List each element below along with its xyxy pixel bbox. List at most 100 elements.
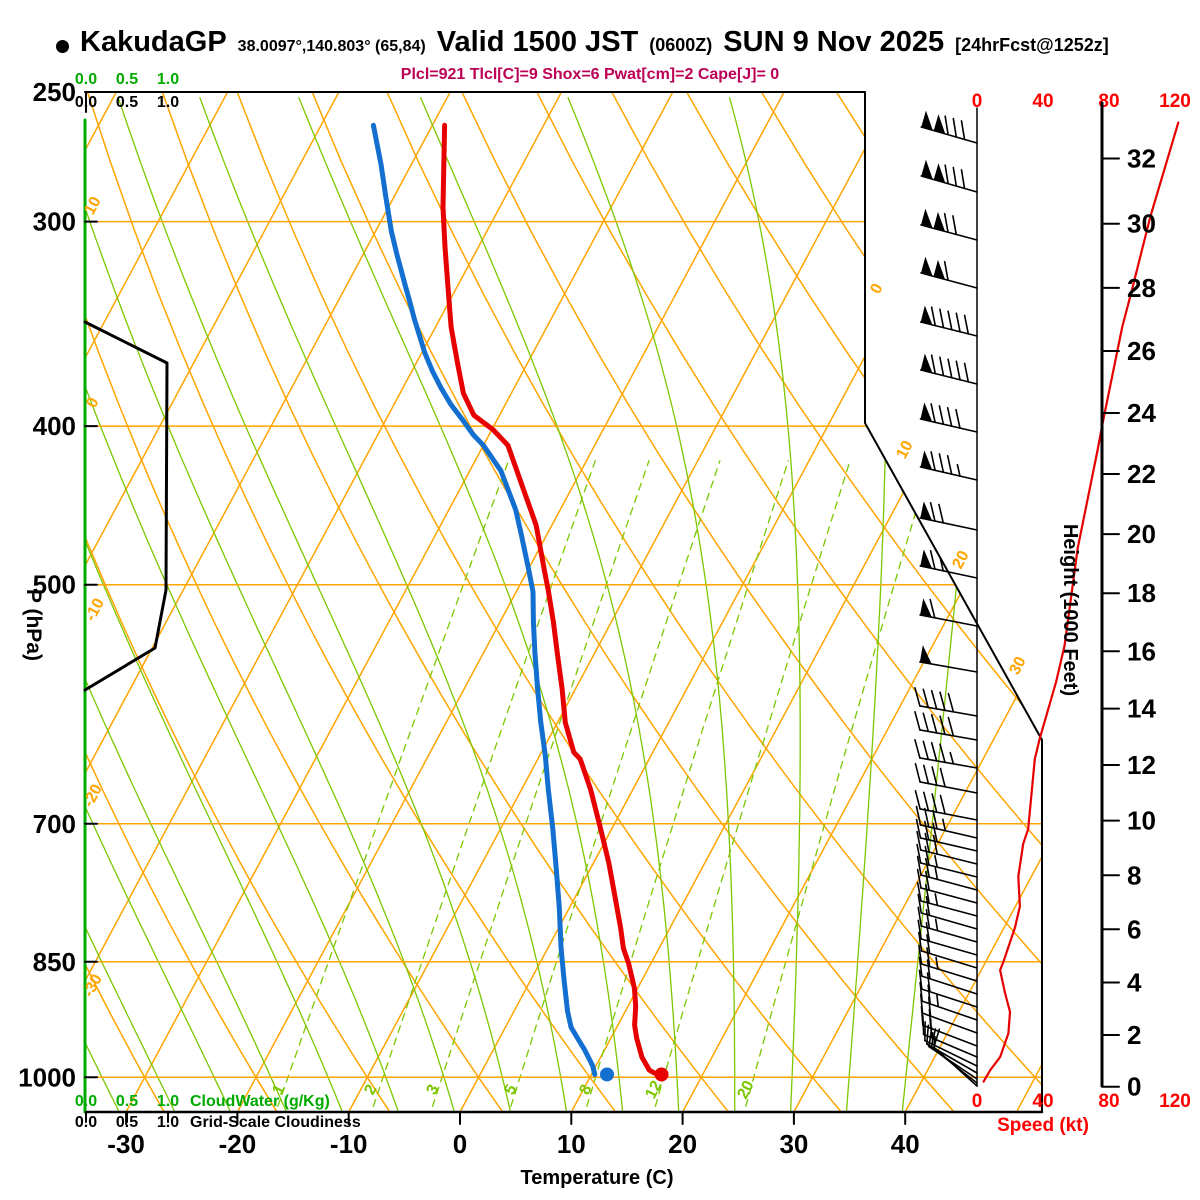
height-tick-label: 14 bbox=[1127, 694, 1156, 724]
barb-pennant bbox=[920, 305, 933, 325]
speed-tick-label-bottom: 80 bbox=[1098, 1091, 1119, 1112]
mixing-ratio-line bbox=[582, 460, 789, 1112]
wind-barb-column bbox=[914, 107, 978, 1087]
isotherm-line bbox=[85, 92, 229, 1112]
station-coords: 38.0097°,140.803° (65,84) bbox=[237, 38, 426, 55]
temperature-axis: -30 -20 -10 0 10 20 30 40 Temperature (C) bbox=[107, 1111, 920, 1189]
wind-barb bbox=[918, 931, 978, 969]
moist-adiabat-line bbox=[567, 97, 736, 1112]
pressure-tick-label: 300 bbox=[33, 207, 76, 237]
barb-full bbox=[939, 794, 946, 815]
height-tick-label: 16 bbox=[1127, 636, 1156, 666]
barb-pennant bbox=[933, 211, 946, 232]
barb-full bbox=[917, 906, 923, 927]
barb-full bbox=[955, 312, 961, 333]
dry-adiabat-line bbox=[85, 92, 622, 1112]
barb-full bbox=[914, 686, 921, 707]
wind-barb bbox=[920, 159, 978, 193]
barb-staff bbox=[920, 912, 978, 930]
barb-full bbox=[925, 896, 931, 917]
barb-full bbox=[955, 360, 961, 381]
barb-full bbox=[952, 117, 958, 138]
barb-pennant bbox=[920, 450, 933, 470]
barb-staff bbox=[921, 1000, 978, 1021]
hodograph bbox=[83, 320, 169, 692]
barb-full bbox=[923, 764, 930, 785]
barb-full bbox=[947, 310, 953, 331]
barb-staff bbox=[919, 705, 978, 717]
wind-barb bbox=[919, 501, 978, 531]
barb-half bbox=[942, 818, 947, 832]
wind-barb bbox=[914, 789, 978, 821]
dry-adiabat-line bbox=[682, 92, 1042, 1112]
barb-full bbox=[960, 120, 966, 141]
surface-temp-marker bbox=[654, 1067, 669, 1082]
height-tick-label: 6 bbox=[1127, 914, 1141, 944]
barb-full bbox=[914, 789, 921, 810]
temperature-tick-label: 20 bbox=[668, 1129, 697, 1159]
valid-date: SUN 9 Nov 2025 bbox=[723, 26, 945, 58]
barb-full bbox=[916, 830, 922, 851]
barb-full bbox=[918, 944, 923, 965]
speed-tick-label-top: 80 bbox=[1098, 91, 1119, 112]
barb-full bbox=[944, 115, 949, 136]
barb-pennant bbox=[933, 114, 946, 134]
temperature-tick-label: 40 bbox=[891, 1129, 920, 1159]
barb-full bbox=[933, 1028, 941, 1048]
isotherm-line bbox=[85, 92, 451, 1112]
barb-full bbox=[915, 818, 922, 839]
mixing-ratio-line bbox=[741, 460, 932, 1112]
pressure-tick-label: 850 bbox=[33, 947, 76, 977]
isotherm-line bbox=[1015, 92, 1042, 1112]
cloudwater-scale-top: 1.0 bbox=[157, 71, 179, 88]
barb-pennant bbox=[920, 598, 932, 618]
barb-staff bbox=[919, 824, 978, 839]
barb-staff bbox=[920, 272, 978, 289]
barb-full bbox=[923, 807, 930, 828]
barb-full bbox=[963, 314, 970, 335]
barb-full bbox=[917, 893, 923, 914]
barb-pennant bbox=[919, 645, 932, 665]
barb-full bbox=[943, 212, 949, 234]
cloudiness-scale-top: 0.5 bbox=[116, 94, 138, 111]
barb-full bbox=[938, 453, 945, 474]
barb-staff bbox=[921, 988, 978, 1008]
barb-half bbox=[939, 558, 945, 572]
dry-adiabat-line bbox=[85, 92, 169, 1112]
dewpoint-line bbox=[370, 122, 598, 1077]
dry-adiabat-line bbox=[607, 92, 1042, 1112]
barb-staff bbox=[920, 938, 978, 956]
moist-adiabat-line bbox=[85, 97, 291, 1112]
barb-staff bbox=[920, 963, 978, 982]
cloudwater-axis-title: CloudWater (g/Kg) bbox=[190, 1093, 330, 1110]
isotherm-line bbox=[85, 92, 340, 1112]
barb-pennant bbox=[920, 353, 933, 373]
barb-staff bbox=[919, 808, 978, 821]
cloudwater-scale-top: 0.5 bbox=[116, 71, 138, 88]
speed-tick-label-top: 0 bbox=[972, 91, 983, 112]
barb-staff bbox=[919, 781, 978, 794]
pressure-gridlines bbox=[85, 220, 1042, 1079]
barb-half bbox=[934, 893, 939, 907]
isotherm-line bbox=[347, 92, 897, 1112]
barb-staff bbox=[920, 224, 978, 241]
height-tick-label: 4 bbox=[1127, 968, 1142, 998]
barb-staff bbox=[919, 466, 978, 481]
barb-full bbox=[929, 549, 936, 570]
cloudwater-scale-bottom: 0.0 bbox=[75, 1093, 97, 1110]
isotherm-line bbox=[0, 92, 5, 1112]
mixing-ratio-labels: 1 2 3 5 8 12 20 bbox=[269, 1078, 757, 1102]
station-name: KakudaGP bbox=[80, 26, 227, 58]
barb-full bbox=[960, 169, 966, 190]
barb-full bbox=[914, 762, 921, 783]
wind-barb bbox=[918, 956, 978, 995]
barb-full bbox=[930, 451, 936, 472]
barb-full bbox=[930, 1028, 937, 1049]
barb-full bbox=[931, 793, 938, 813]
barb-full bbox=[938, 405, 945, 426]
speed-tick-label-top: 40 bbox=[1032, 91, 1053, 112]
barb-full bbox=[924, 832, 930, 853]
dry-adiabat-line bbox=[159, 92, 735, 1112]
barb-full bbox=[943, 260, 949, 282]
